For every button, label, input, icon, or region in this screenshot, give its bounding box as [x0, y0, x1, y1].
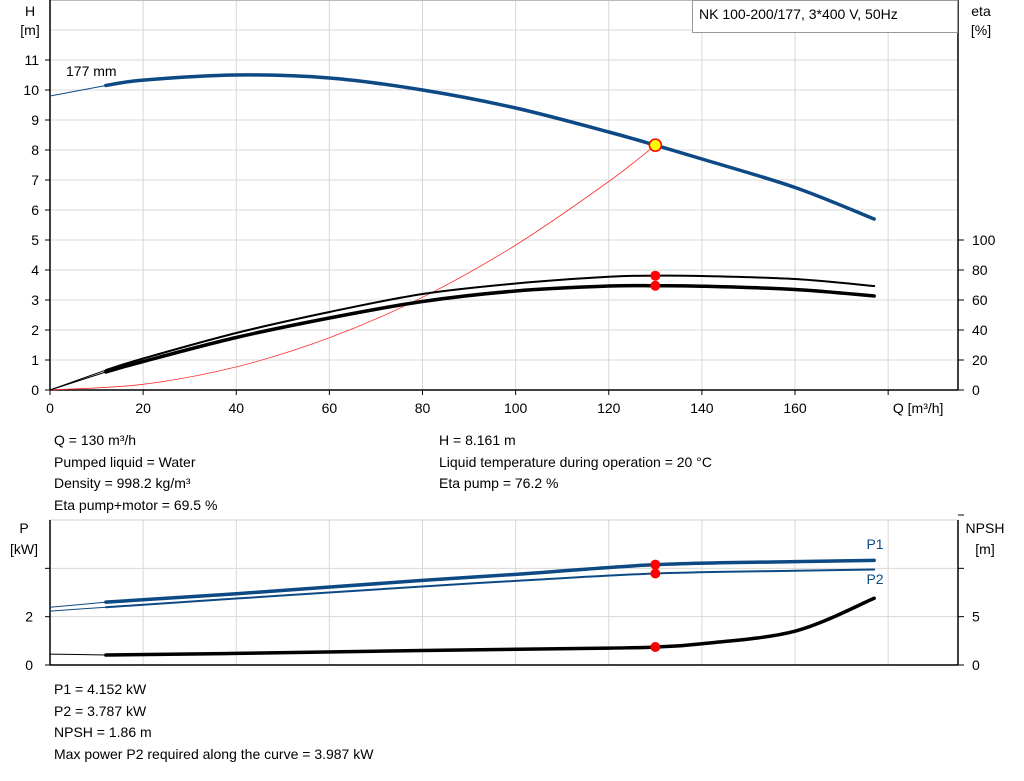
y-tick-label: 4 [31, 262, 39, 278]
x-tick-label: 140 [690, 400, 714, 416]
eta-pump-motor-duty-marker [650, 280, 661, 291]
npsh-axis-unit-label: [m] [975, 541, 994, 557]
info-head: H = 8.161 m [439, 432, 516, 448]
eta-pump-curve [104, 274, 876, 372]
head-curve [104, 73, 876, 221]
title-box [692, 0, 958, 33]
y-tick-label: 5 [31, 232, 39, 248]
y2-tick-label: 40 [972, 322, 988, 338]
info-flow: Q = 130 m³/h [54, 432, 137, 448]
info-liquid: Pumped liquid = Water [54, 453, 196, 470]
info-p2: P2 = 3.787 kW [54, 702, 147, 719]
y2-tick-label: 100 [972, 232, 996, 248]
system-curve [49, 144, 656, 391]
p-tick-label: 2 [25, 609, 33, 625]
y2-axis-label: eta [971, 3, 991, 19]
p1-curve-extension [49, 601, 106, 608]
y-tick-label: 0 [31, 382, 39, 398]
info-eta-pump-motor: Eta pump+motor = 69.5 % [54, 496, 218, 513]
chart-title: NK 100-200/177, 3*400 V, 50Hz [699, 6, 898, 22]
npsh-tick-label: 5 [972, 609, 980, 625]
bottom-plot-frame [49, 519, 959, 666]
info-p1: P1 = 4.152 kW [54, 681, 147, 697]
x-tick-label: 60 [322, 400, 338, 416]
y2-axis-unit-label: [%] [971, 22, 991, 38]
y-tick-label: 6 [31, 202, 39, 218]
head-curve-extension [49, 85, 106, 97]
y-tick-label: 1 [31, 352, 39, 368]
y-tick-label: 11 [24, 52, 39, 68]
head-curve-label: 177 mm [66, 63, 117, 79]
y-tick-label: 3 [31, 292, 39, 308]
info-top-left: Q = 130 m³/h Pumped liquid = Water Densi… [54, 430, 217, 516]
y-axis-label: H [25, 3, 35, 19]
y2-tick-label: 0 [972, 382, 980, 398]
info-density: Density = 998.2 kg/m³ [54, 475, 191, 491]
p2-curve [104, 568, 876, 609]
y2-tick-label: 80 [972, 262, 988, 278]
p1-curve [104, 558, 876, 604]
info-eta-pump: Eta pump = 76.2 % [439, 475, 559, 491]
x-tick-label: 20 [135, 400, 151, 416]
p1-label: P1 [866, 536, 883, 552]
y2-tick-label: 60 [972, 292, 988, 308]
y-axis-unit-label: [m] [20, 22, 39, 38]
eta-pump-motor-curve [104, 283, 876, 374]
x-tick-label: 100 [504, 400, 528, 416]
npsh-tick-label: 0 [972, 657, 980, 673]
npsh-curve-extension [49, 653, 106, 656]
npsh-axis-label: NPSH [966, 520, 1005, 536]
npsh-curve [104, 596, 876, 657]
y-tick-label: 7 [31, 172, 39, 188]
p-axis-unit-label: [kW] [10, 541, 38, 557]
eta-pump-duty-marker [650, 270, 661, 281]
p-tick-label: 0 [25, 657, 33, 673]
info-bottom: P1 = 4.152 kW P2 = 3.787 kW NPSH = 1.86 … [54, 679, 373, 765]
x-tick-label: 160 [783, 400, 807, 416]
eta-pump-motor-curve-extension [49, 371, 107, 391]
x-tick-label: 80 [415, 400, 431, 416]
x-tick-label: 40 [228, 400, 244, 416]
info-top-right: H = 8.161 m Liquid temperature during op… [439, 430, 712, 495]
x-axis-label: Q [m³/h] [893, 400, 944, 416]
info-npsh: NPSH = 1.86 m [54, 724, 152, 740]
y-tick-label: 9 [31, 112, 39, 128]
x-tick-label: 120 [597, 400, 621, 416]
p2-label: P2 [866, 571, 883, 587]
duty-point-marker [648, 138, 663, 152]
p2-curve-extension [49, 606, 106, 612]
info-temperature: Liquid temperature during operation = 20… [439, 453, 712, 470]
info-max-p2: Max power P2 required along the curve = … [54, 745, 374, 762]
y-tick-label: 8 [31, 142, 39, 158]
npsh-duty-marker [650, 642, 661, 653]
y-tick-label: 10 [23, 82, 39, 98]
y2-tick-label: 20 [972, 352, 988, 368]
y-tick-label: 2 [31, 322, 39, 338]
p-axis-label: P [19, 520, 28, 536]
x-tick-label: 0 [46, 400, 54, 416]
p2-duty-marker [650, 568, 661, 579]
p1-duty-marker [650, 559, 661, 570]
